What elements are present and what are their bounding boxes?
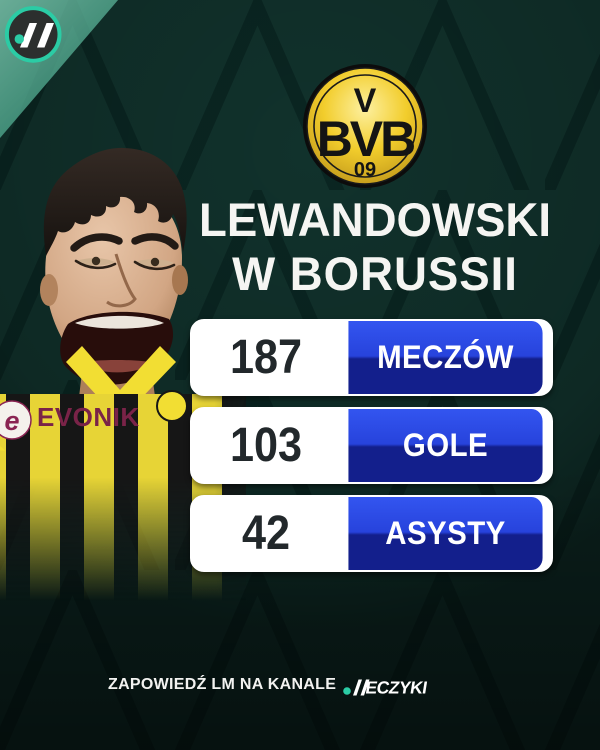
svg-text:EVONIK: EVONIK	[37, 402, 140, 432]
svg-text:e: e	[4, 406, 19, 436]
svg-text:09: 09	[354, 159, 376, 181]
svg-text:V: V	[354, 82, 377, 120]
svg-text:ECZYKI: ECZYKI	[364, 678, 428, 696]
